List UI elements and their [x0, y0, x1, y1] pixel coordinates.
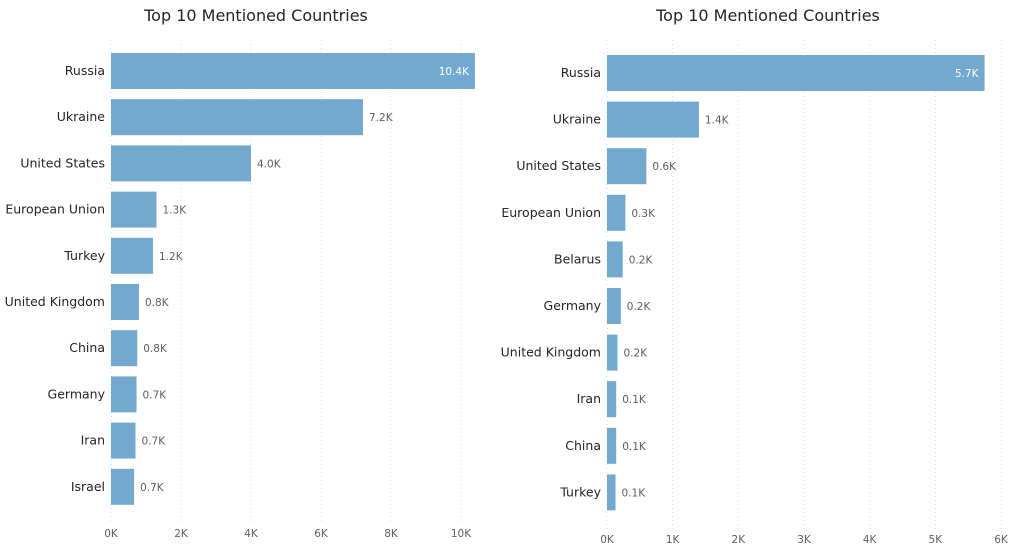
data-label: 10.4K — [439, 66, 470, 78]
category-label: Turkey — [559, 484, 601, 499]
bar[interactable] — [607, 381, 617, 418]
bar[interactable] — [607, 148, 647, 185]
x-tick-label: 8K — [384, 528, 399, 540]
bar-chart-right: 0K 1K 2K 3K 4K 5K 6K Russia 5.7K Ukraine 1.4K Unite… — [501, 40, 1009, 546]
bar[interactable] — [111, 145, 251, 182]
data-label: 0.6K — [652, 161, 677, 173]
bar[interactable] — [111, 422, 136, 459]
data-label: 0.1K — [622, 487, 647, 499]
data-label: 5.7K — [955, 68, 980, 80]
x-tick-label: 10K — [451, 528, 472, 540]
x-tick-label: 4K — [863, 534, 878, 546]
x-tick-label: 0K — [600, 534, 615, 546]
x-tick-label: 2K — [732, 534, 747, 546]
data-label: 4.0K — [257, 158, 282, 170]
category-label: China — [565, 438, 601, 453]
bar[interactable] — [111, 53, 475, 89]
data-label: 0.2K — [624, 348, 649, 360]
bar-chart-left: 0K 2K 4K 6K 8K 10K Russia 10.4K Ukraine 7.2K Unite… — [5, 40, 475, 540]
data-label: 0.1K — [622, 441, 647, 453]
chart-title: Top 10 Mentioned Countries — [656, 6, 880, 25]
x-tick-label: 6K — [994, 534, 1009, 546]
data-label: 0.2K — [629, 254, 654, 266]
category-label: United States — [20, 155, 105, 170]
x-tick-label: 1K — [666, 534, 681, 546]
bar[interactable] — [607, 334, 618, 371]
category-label: Russia — [561, 65, 601, 80]
category-label: Iran — [577, 391, 601, 406]
data-label: 0.3K — [631, 208, 656, 220]
category-label: United Kingdom — [501, 345, 601, 360]
category-label: Ukraine — [57, 109, 106, 124]
category-label: Ukraine — [553, 112, 602, 127]
x-tick-label: 0K — [104, 528, 119, 540]
category-label: Belarus — [554, 251, 601, 266]
category-label: Iran — [81, 433, 105, 448]
x-tick-label: 3K — [797, 534, 812, 546]
bar[interactable] — [607, 427, 617, 464]
x-tick-label: 6K — [314, 528, 329, 540]
bar[interactable] — [111, 330, 138, 367]
bar[interactable] — [607, 474, 616, 511]
category-label: European Union — [501, 205, 601, 220]
data-label: 0.8K — [145, 297, 170, 309]
category-label: United States — [516, 158, 601, 173]
bar[interactable] — [607, 288, 621, 324]
x-tick-label: 2K — [174, 528, 189, 540]
category-label: United Kingdom — [5, 294, 105, 309]
bar[interactable] — [607, 55, 985, 91]
category-label: Germany — [48, 386, 106, 401]
bar[interactable] — [111, 468, 135, 505]
data-label: 0.1K — [622, 394, 647, 406]
data-label: 0.8K — [143, 343, 168, 355]
data-label: 1.2K — [159, 251, 184, 263]
data-label: 1.3K — [163, 205, 188, 217]
category-label: Russia — [65, 63, 105, 78]
chart-left: Top 10 Mentioned Countries 0K 2K 4K 6K 8K 10K… — [5, 6, 475, 540]
bar[interactable] — [111, 191, 157, 228]
category-label: Germany — [544, 298, 602, 313]
bar[interactable] — [111, 284, 139, 320]
data-label: 0.2K — [627, 301, 652, 313]
chart-right: Top 10 Mentioned Countries 0K 1K 2K 3K 4K 5K 6… — [501, 0, 1024, 550]
x-tick-label: 4K — [244, 528, 259, 540]
bar[interactable] — [607, 241, 623, 278]
bar[interactable] — [607, 101, 699, 138]
data-label: 1.4K — [705, 115, 730, 127]
category-label: European Union — [5, 202, 105, 217]
bar[interactable] — [111, 376, 137, 413]
data-label: 0.7K — [140, 482, 165, 494]
category-label: Turkey — [63, 248, 105, 263]
category-label: Israel — [71, 479, 105, 494]
data-label: 7.2K — [369, 112, 394, 124]
data-label: 0.7K — [143, 389, 168, 401]
chart-title: Top 10 Mentioned Countries — [144, 6, 368, 25]
bar[interactable] — [607, 194, 626, 231]
bar[interactable] — [111, 237, 153, 274]
x-tick-label: 5K — [929, 534, 944, 546]
bar[interactable] — [111, 99, 363, 136]
category-label: China — [69, 340, 105, 355]
data-label: 0.7K — [142, 436, 167, 448]
